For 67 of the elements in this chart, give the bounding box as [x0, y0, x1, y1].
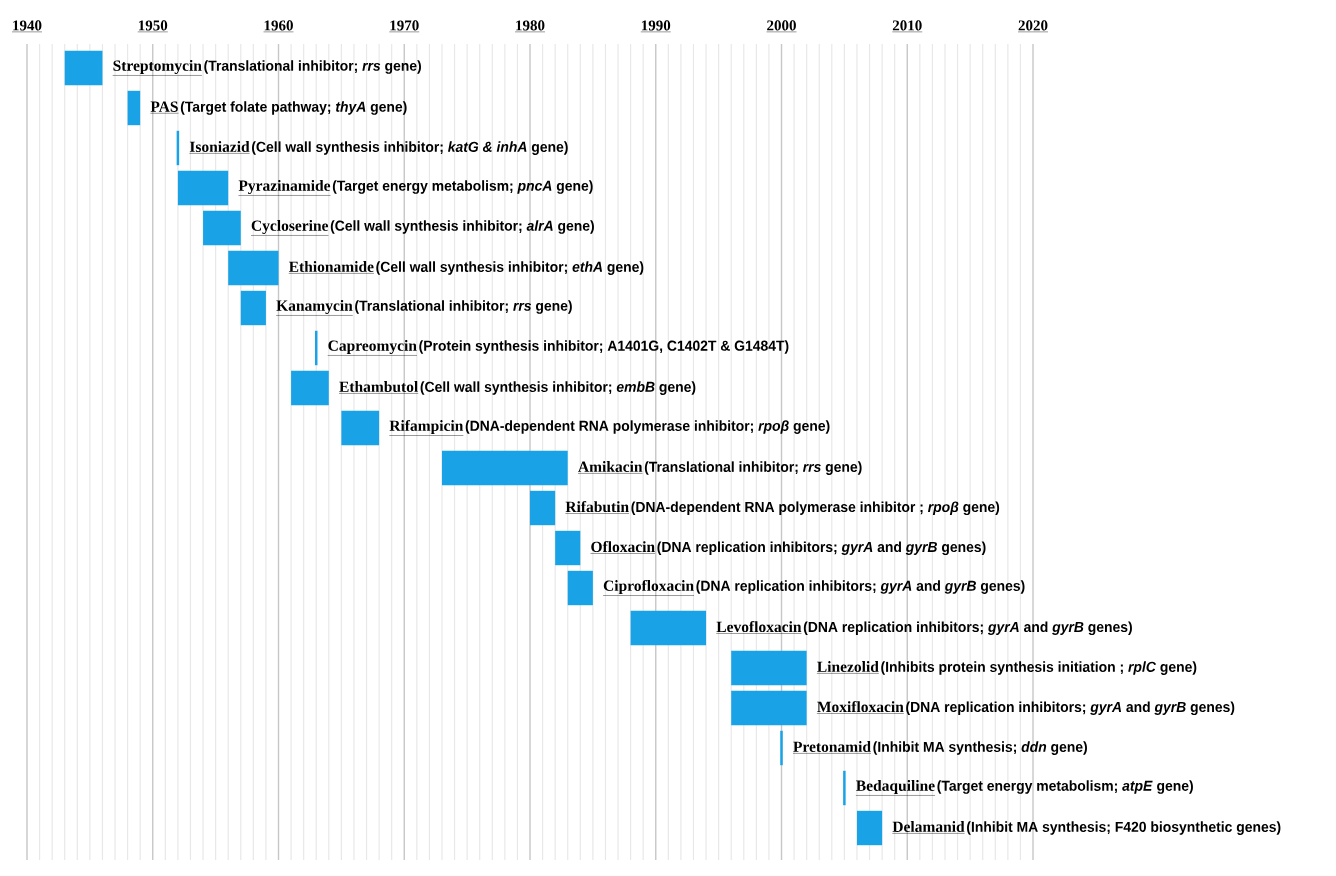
y-tick-label: Levofloxacin — [716, 621, 802, 633]
annotation: (DNA-dependent RNA polymerase inhibitor ; rpoβ gene) — [631, 501, 1000, 515]
y-tick-label: Capreomycin — [328, 339, 417, 355]
annotation: (DNA replication inhibitors; gyrA and gyrB genes) — [803, 621, 1132, 635]
annotation: (DNA replication inhibitors; gyrA and gyrB genes) — [696, 580, 1025, 594]
y-tick-label: Rifabutin — [565, 501, 629, 513]
annotation: (Target energy metabolism; pncA gene) — [332, 180, 593, 194]
bar — [228, 250, 279, 286]
x-tick-label: 2010 — [892, 20, 922, 31]
y-tick-label: Amikacin — [578, 461, 643, 472]
x-tick-label: 1940 — [13, 20, 42, 31]
bar — [731, 690, 807, 726]
y-tick-label: Streptomycin — [113, 59, 202, 75]
annotation: (Cell wall synthesis inhibitor; katG & inhA gene) — [252, 141, 568, 155]
y-tick-label: Ofloxacin — [591, 541, 655, 553]
annotation: (Protein synthesis inhibitor; A1401G, C1402T & G1484T) — [419, 340, 789, 354]
bar — [203, 210, 241, 246]
y-tick-label: Linezolid — [817, 661, 879, 673]
bar — [530, 490, 556, 526]
x-tick-label: 1950 — [138, 20, 168, 31]
bar — [441, 450, 568, 486]
annotation: (Translational inhibitor; rrs gene) — [204, 60, 421, 74]
x-tick-label: 1970 — [390, 20, 419, 31]
bar — [291, 370, 329, 406]
annotation: (Target energy metabolism; atpE gene) — [937, 780, 1193, 794]
y-tick-label: Moxifloxacin — [817, 701, 904, 713]
x-tick-label: 2020 — [1018, 20, 1048, 31]
bar — [127, 90, 141, 126]
annotation: (DNA replication inhibitors; gyrA and gyrB genes) — [906, 701, 1235, 715]
y-tick-label: Ethambutol — [339, 381, 418, 393]
bar — [780, 730, 783, 766]
y-tick-label: Rifampicin — [389, 419, 464, 435]
bar — [567, 570, 593, 606]
x-tick-label: 1980 — [516, 20, 545, 31]
y-tick-label: Pyrazinamide — [238, 179, 331, 195]
x-tick-label: 1960 — [264, 20, 293, 31]
bar — [856, 810, 883, 846]
y-tick-label: Bedaquiline — [856, 779, 935, 795]
y-tick-label: Ciprofloxacin — [603, 579, 694, 595]
x-tick-label: 2000 — [767, 20, 796, 31]
y-tick-label: Kanamycin — [276, 299, 353, 315]
annotation: (Target folate pathway; thyA gene) — [180, 101, 407, 115]
annotation: (Inhibits protein synthesis initiation ; rplC gene) — [881, 661, 1197, 675]
annotation: (DNA-dependent RNA polymerase inhibitor; rpoβ gene) — [465, 420, 830, 434]
bar — [240, 290, 266, 326]
y-tick-label: Isoniazid — [189, 141, 250, 152]
y-tick-label: Ethionamide — [288, 261, 374, 272]
annotation: (Translational inhibitor; rrs gene) — [355, 300, 572, 314]
bar — [630, 610, 707, 646]
annotation: (Inhibit MA synthesis; F420 biosynthetic genes) — [967, 821, 1281, 835]
bar — [843, 770, 846, 806]
x-tick-label: 1990 — [641, 20, 671, 31]
y-tick-label: Cycloserine — [251, 219, 329, 235]
bar — [177, 170, 229, 206]
annotation: (DNA replication inhibitors; gyrA and gyrB genes) — [657, 541, 986, 555]
annotation: (Cell wall synthesis inhibitor; embB gene) — [420, 381, 696, 395]
annotation: (Cell wall synthesis inhibitor; ethA gene) — [376, 261, 644, 275]
annotation: (Cell wall synthesis inhibitor; alrA gene) — [330, 220, 594, 234]
bar — [555, 530, 581, 566]
y-tick-label: PAS — [150, 101, 178, 112]
y-tick-label: Delamanid — [892, 821, 965, 833]
y-tick-label: Pretonamid — [793, 741, 871, 753]
annotation: (Inhibit MA synthesis; ddn gene) — [873, 741, 1087, 755]
bar — [341, 410, 380, 446]
bar — [731, 650, 807, 686]
annotation: (Translational inhibitor; rrs gene) — [644, 461, 862, 475]
bar — [64, 50, 103, 86]
